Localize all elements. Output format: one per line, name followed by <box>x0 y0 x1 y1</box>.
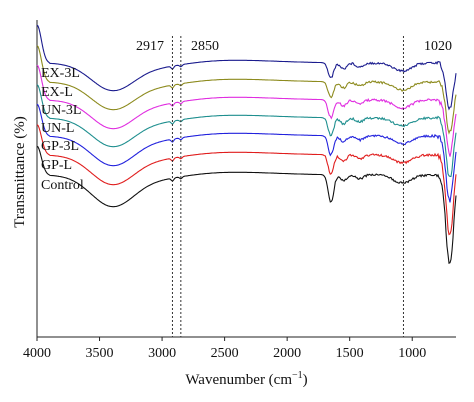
y-axis-title: Transmittance (%) <box>12 116 28 228</box>
series-group <box>36 24 457 265</box>
series-label: UN-L <box>41 121 74 136</box>
series-line <box>36 84 457 177</box>
series-label: GP-L <box>41 158 72 173</box>
series-label: Control <box>41 178 84 193</box>
series-label: EX-L <box>41 85 73 100</box>
series-label: EX-3L <box>41 66 80 81</box>
series-line <box>36 145 457 265</box>
reference-label: 2917 <box>136 39 164 54</box>
x-tick-label: 3000 <box>148 346 176 361</box>
x-axis-title-main: Wavenumber (cm <box>185 372 292 388</box>
series-label: UN-3L <box>41 103 81 118</box>
reference-label: 2850 <box>191 39 219 54</box>
series-label: GP-3L <box>41 139 79 154</box>
series-line <box>36 45 457 135</box>
series-line <box>36 64 457 157</box>
series-line <box>36 103 457 203</box>
x-tick-label: 1000 <box>398 346 426 361</box>
x-axis-title-close: ) <box>303 372 308 388</box>
x-tick-label: 2000 <box>273 346 301 361</box>
labels: Wavenumber (cm−1) Transmittance (%) EX-3L E… <box>12 66 308 388</box>
reference-label: 1020 <box>424 39 452 54</box>
x-tick-label: 2500 <box>211 346 239 361</box>
series-line <box>36 124 457 236</box>
axes: 4000 3500 3000 2500 2000 1500 1000 <box>23 20 456 361</box>
x-tick-label: 4000 <box>23 346 51 361</box>
x-axis-title-superscript: −1 <box>292 370 303 381</box>
reference-lines: 2917 2850 1020 <box>136 36 452 337</box>
x-tick-label: 3500 <box>86 346 114 361</box>
x-tick-label: 1500 <box>336 346 364 361</box>
series-line <box>36 24 457 111</box>
x-axis-title: Wavenumber (cm−1) <box>185 370 307 388</box>
